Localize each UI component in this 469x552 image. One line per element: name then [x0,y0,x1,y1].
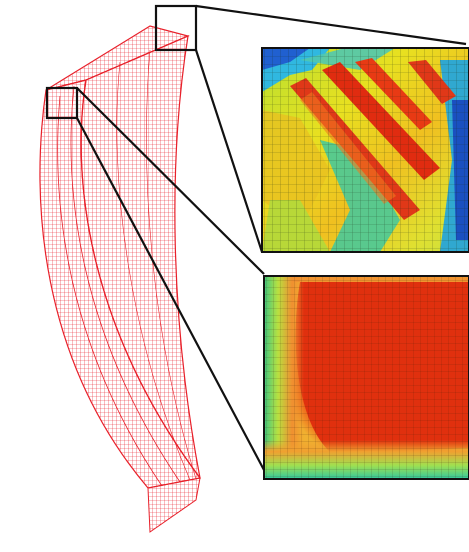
callout-lines [76,4,467,471]
column-top-face [45,25,190,91]
bottom-detail-panel [263,275,469,480]
detail-box-top [154,4,198,52]
top-detail-panel [261,47,469,253]
detail-box-bottom [45,86,79,120]
column-bottom-tail [147,477,201,533]
meshed-column [39,25,202,533]
